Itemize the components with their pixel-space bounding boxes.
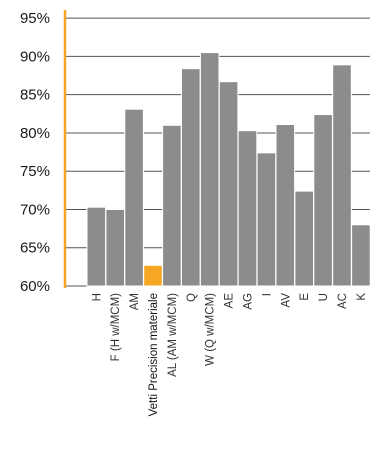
bar xyxy=(256,152,277,287)
bar xyxy=(86,206,107,287)
x-category-label: AL (AM w/MCM) xyxy=(167,293,179,377)
x-category-label: U xyxy=(318,293,330,301)
x-category-label: I xyxy=(261,293,273,296)
x-category-label: Q xyxy=(186,293,198,302)
bar xyxy=(275,124,296,287)
x-axis-category-labels: H F (H w/MCM) AM Vetti Precision materiale A… xyxy=(91,293,368,417)
bar xyxy=(199,52,220,287)
x-category-label: AV xyxy=(280,293,292,308)
x-category-label: AC xyxy=(337,293,349,309)
bar xyxy=(124,108,144,287)
bars xyxy=(86,52,371,287)
bar-highlighted xyxy=(143,264,163,287)
x-category-label: K xyxy=(356,293,368,301)
bar xyxy=(313,114,333,287)
y-tick-label: 65% xyxy=(20,240,50,257)
bar xyxy=(218,81,239,287)
y-tick-label: 85% xyxy=(20,87,50,104)
bar xyxy=(181,68,201,287)
x-category-label: AG xyxy=(243,293,255,310)
y-axis-tick-labels: 60% 65% 70% 75% 80% 85% 90% 95% xyxy=(20,10,50,295)
x-category-label: AM xyxy=(129,293,141,310)
y-tick-label: 95% xyxy=(20,10,50,27)
y-tick-label: 90% xyxy=(20,48,50,65)
bar xyxy=(105,208,126,287)
bar xyxy=(351,224,371,287)
x-category-label: F (H w/MCM) xyxy=(110,293,122,362)
bar xyxy=(162,124,182,287)
y-tick-label: 60% xyxy=(20,278,50,295)
x-category-label: E xyxy=(299,293,311,301)
x-category-label: Vetti Precision materiale xyxy=(148,293,160,416)
y-tick-label: 75% xyxy=(20,163,50,180)
y-tick-label: 70% xyxy=(20,201,50,218)
x-category-label: AE xyxy=(224,293,236,309)
y-tick-label: 80% xyxy=(20,125,50,142)
x-category-label: W (Q w/MCM) xyxy=(205,293,217,366)
x-category-label: H xyxy=(91,293,103,301)
bar xyxy=(294,190,314,287)
bar xyxy=(237,130,258,287)
bar xyxy=(332,64,352,287)
